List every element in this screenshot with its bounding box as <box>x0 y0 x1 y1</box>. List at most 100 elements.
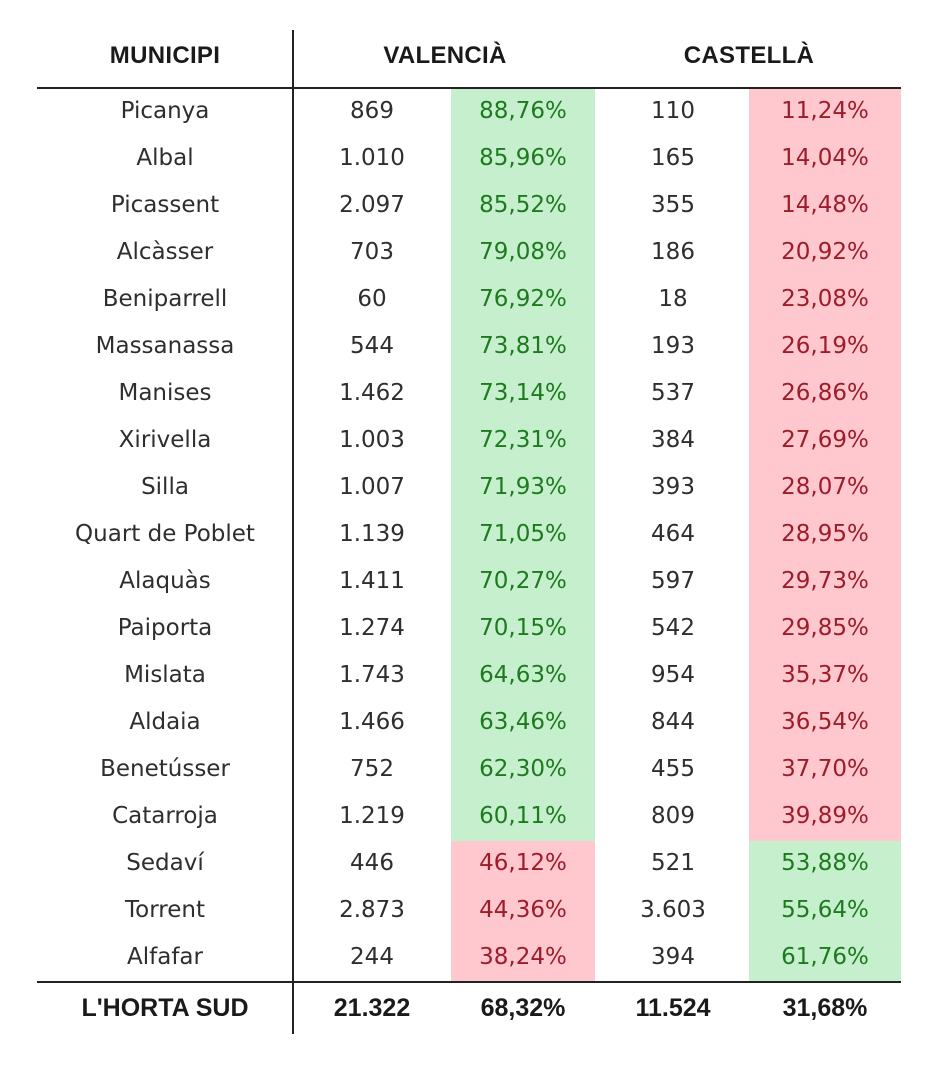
castella-count: 384 <box>651 427 695 453</box>
valencia-percent: 71,93% <box>451 465 595 512</box>
total-valencia-count: 21.322 <box>333 994 411 1022</box>
castella-count: 165 <box>651 145 695 171</box>
municipality-name: Picanya <box>120 98 210 124</box>
municipality-name: Silla <box>141 474 189 500</box>
municipality-name: Albal <box>136 145 194 171</box>
castella-percent: 20,92% <box>749 230 901 277</box>
total-castella-count: 11.524 <box>635 994 711 1022</box>
municipality-name: Benetússer <box>100 756 230 782</box>
valencia-percent: 79,08% <box>451 230 595 277</box>
total-valencia-percent: 68,32% <box>480 994 566 1022</box>
castella-count: 110 <box>651 98 695 124</box>
valencia-count: 1.007 <box>339 474 405 500</box>
castella-percent: 26,19% <box>749 324 901 371</box>
castella-percent: 61,76% <box>749 935 901 982</box>
municipality-name: Alaquàs <box>119 568 211 594</box>
castella-count: 464 <box>651 521 695 547</box>
castella-percent: 29,85% <box>749 606 901 653</box>
valencia-percent: 73,81% <box>451 324 595 371</box>
valencia-percent: 88,76% <box>451 89 595 136</box>
valencia-percent: 85,52% <box>451 183 595 230</box>
castella-count: 394 <box>651 944 695 970</box>
table-row: Picassent 2.097 85,52% 355 14,48% <box>37 183 901 230</box>
castella-percent: 26,86% <box>749 371 901 418</box>
total-row: L'HORTA SUD 21.322 68,32% 11.524 31,68% <box>37 983 901 1034</box>
castella-count: 809 <box>651 803 695 829</box>
castella-count: 597 <box>651 568 695 594</box>
valencia-count: 1.411 <box>339 568 405 594</box>
castella-percent: 14,48% <box>749 183 901 230</box>
castella-percent: 11,24% <box>749 89 901 136</box>
table-row: Massanassa 544 73,81% 193 26,19% <box>37 324 901 371</box>
header-valencia: VALENCIÀ <box>383 42 507 69</box>
castella-count: 3.603 <box>640 897 706 923</box>
table-row: Beniparrell 60 76,92% 18 23,08% <box>37 277 901 324</box>
valencia-count: 1.010 <box>339 145 405 171</box>
valencia-percent: 70,27% <box>451 559 595 606</box>
valencia-count: 752 <box>350 756 394 782</box>
municipality-name: Catarroja <box>112 803 218 829</box>
table-body: Picanya 869 88,76% 110 11,24% Albal 1.010 85,96… <box>37 89 901 982</box>
table-row: Alfafar 244 38,24% 394 61,76% <box>37 935 901 982</box>
header-municipi: MUNICIPI <box>109 42 221 69</box>
municipality-name: Quart de Poblet <box>75 521 255 547</box>
total-divider <box>37 981 901 983</box>
valencia-count: 60 <box>357 286 387 312</box>
castella-count: 186 <box>651 239 695 265</box>
castella-count: 954 <box>651 662 695 688</box>
municipality-name: Aldaia <box>129 709 201 735</box>
valencia-count: 1.466 <box>339 709 405 735</box>
valencia-percent: 64,63% <box>451 653 595 700</box>
header-castella: CASTELLÀ <box>683 42 815 69</box>
table-row: Xirivella 1.003 72,31% 384 27,69% <box>37 418 901 465</box>
castella-percent: 35,37% <box>749 653 901 700</box>
total-castella-percent: 31,68% <box>782 994 868 1022</box>
castella-count: 521 <box>651 850 695 876</box>
valencia-percent: 71,05% <box>451 512 595 559</box>
municipality-name: Picassent <box>110 192 220 218</box>
table-row: Sedaví 446 46,12% 521 53,88% <box>37 841 901 888</box>
municipality-name: Paiporta <box>117 615 213 641</box>
valencia-percent: 70,15% <box>451 606 595 653</box>
castella-percent: 23,08% <box>749 277 901 324</box>
municipality-name: Alfafar <box>127 944 203 970</box>
castella-percent: 37,70% <box>749 747 901 794</box>
valencia-count: 869 <box>350 98 394 124</box>
valencia-percent: 62,30% <box>451 747 595 794</box>
municipality-name: Massanassa <box>95 333 235 359</box>
header-divider <box>37 87 901 89</box>
valencia-percent: 72,31% <box>451 418 595 465</box>
valencia-count: 703 <box>350 239 394 265</box>
table-row: Quart de Poblet 1.139 71,05% 464 28,95% <box>37 512 901 559</box>
castella-percent: 28,07% <box>749 465 901 512</box>
castella-count: 193 <box>651 333 695 359</box>
castella-percent: 27,69% <box>749 418 901 465</box>
valencia-percent: 44,36% <box>451 888 595 935</box>
castella-percent: 39,89% <box>749 794 901 841</box>
valencia-percent: 60,11% <box>451 794 595 841</box>
valencia-percent: 73,14% <box>451 371 595 418</box>
castella-count: 18 <box>658 286 688 312</box>
valencia-count: 244 <box>350 944 394 970</box>
valencia-count: 1.743 <box>339 662 405 688</box>
castella-percent: 29,73% <box>749 559 901 606</box>
results-table: MUNICIPI VALENCIÀ CASTELLÀ Picanya 869 88,… <box>37 30 901 1034</box>
table-row: Paiporta 1.274 70,15% 542 29,85% <box>37 606 901 653</box>
castella-count: 537 <box>651 380 695 406</box>
municipality-name: Xirivella <box>118 427 212 453</box>
table-row: Catarroja 1.219 60,11% 809 39,89% <box>37 794 901 841</box>
valencia-count: 2.873 <box>339 897 405 923</box>
table-row: Albal 1.010 85,96% 165 14,04% <box>37 136 901 183</box>
castella-percent: 36,54% <box>749 700 901 747</box>
valencia-count: 2.097 <box>339 192 405 218</box>
total-name: L'HORTA SUD <box>81 994 249 1022</box>
valencia-percent: 85,96% <box>451 136 595 183</box>
municipality-name: Mislata <box>124 662 206 688</box>
table-row: Silla 1.007 71,93% 393 28,07% <box>37 465 901 512</box>
municipality-name: Manises <box>118 380 212 406</box>
valencia-count: 544 <box>350 333 394 359</box>
valencia-count: 446 <box>350 850 394 876</box>
table-row: Benetússer 752 62,30% 455 37,70% <box>37 747 901 794</box>
valencia-percent: 63,46% <box>451 700 595 747</box>
valencia-percent: 38,24% <box>451 935 595 982</box>
